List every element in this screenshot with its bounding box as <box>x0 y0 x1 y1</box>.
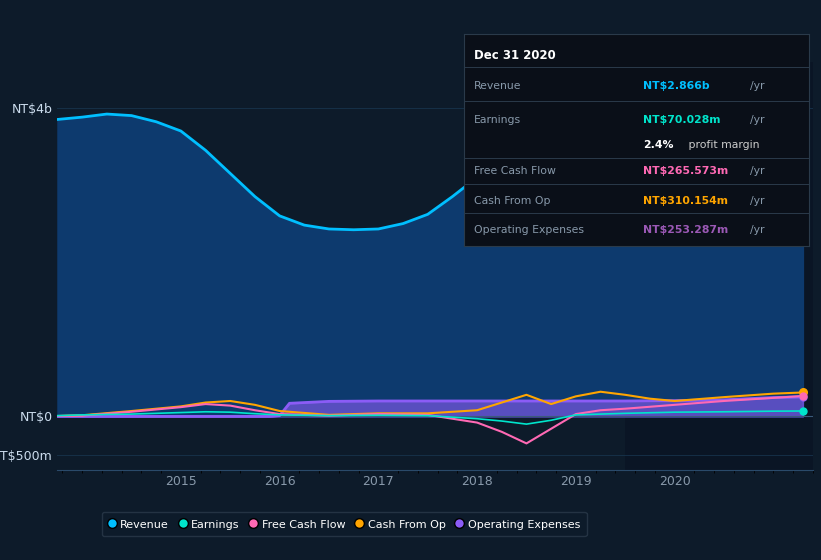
Point <box>796 391 810 400</box>
Point <box>796 393 810 402</box>
Text: /yr: /yr <box>750 226 764 235</box>
Text: NT$2.866b: NT$2.866b <box>643 81 710 91</box>
Text: Cash From Op: Cash From Op <box>475 195 551 206</box>
Point <box>796 191 810 200</box>
Legend: Revenue, Earnings, Free Cash Flow, Cash From Op, Operating Expenses: Revenue, Earnings, Free Cash Flow, Cash … <box>103 512 587 536</box>
Text: Free Cash Flow: Free Cash Flow <box>475 166 556 176</box>
Text: /yr: /yr <box>750 81 764 91</box>
Text: Dec 31 2020: Dec 31 2020 <box>475 49 556 63</box>
Text: Operating Expenses: Operating Expenses <box>475 226 585 235</box>
Text: NT$253.287m: NT$253.287m <box>643 226 728 235</box>
Text: 2.4%: 2.4% <box>643 141 674 150</box>
Text: /yr: /yr <box>750 195 764 206</box>
Text: NT$310.154m: NT$310.154m <box>643 195 728 206</box>
Point <box>796 407 810 416</box>
Text: NT$70.028m: NT$70.028m <box>643 115 721 125</box>
Text: profit margin: profit margin <box>685 141 759 150</box>
Text: /yr: /yr <box>750 166 764 176</box>
Bar <box>626 62 813 470</box>
Text: /yr: /yr <box>750 115 764 125</box>
Text: Revenue: Revenue <box>475 81 521 91</box>
Text: Earnings: Earnings <box>475 115 521 125</box>
Text: NT$265.573m: NT$265.573m <box>643 166 728 176</box>
Point <box>796 388 810 397</box>
